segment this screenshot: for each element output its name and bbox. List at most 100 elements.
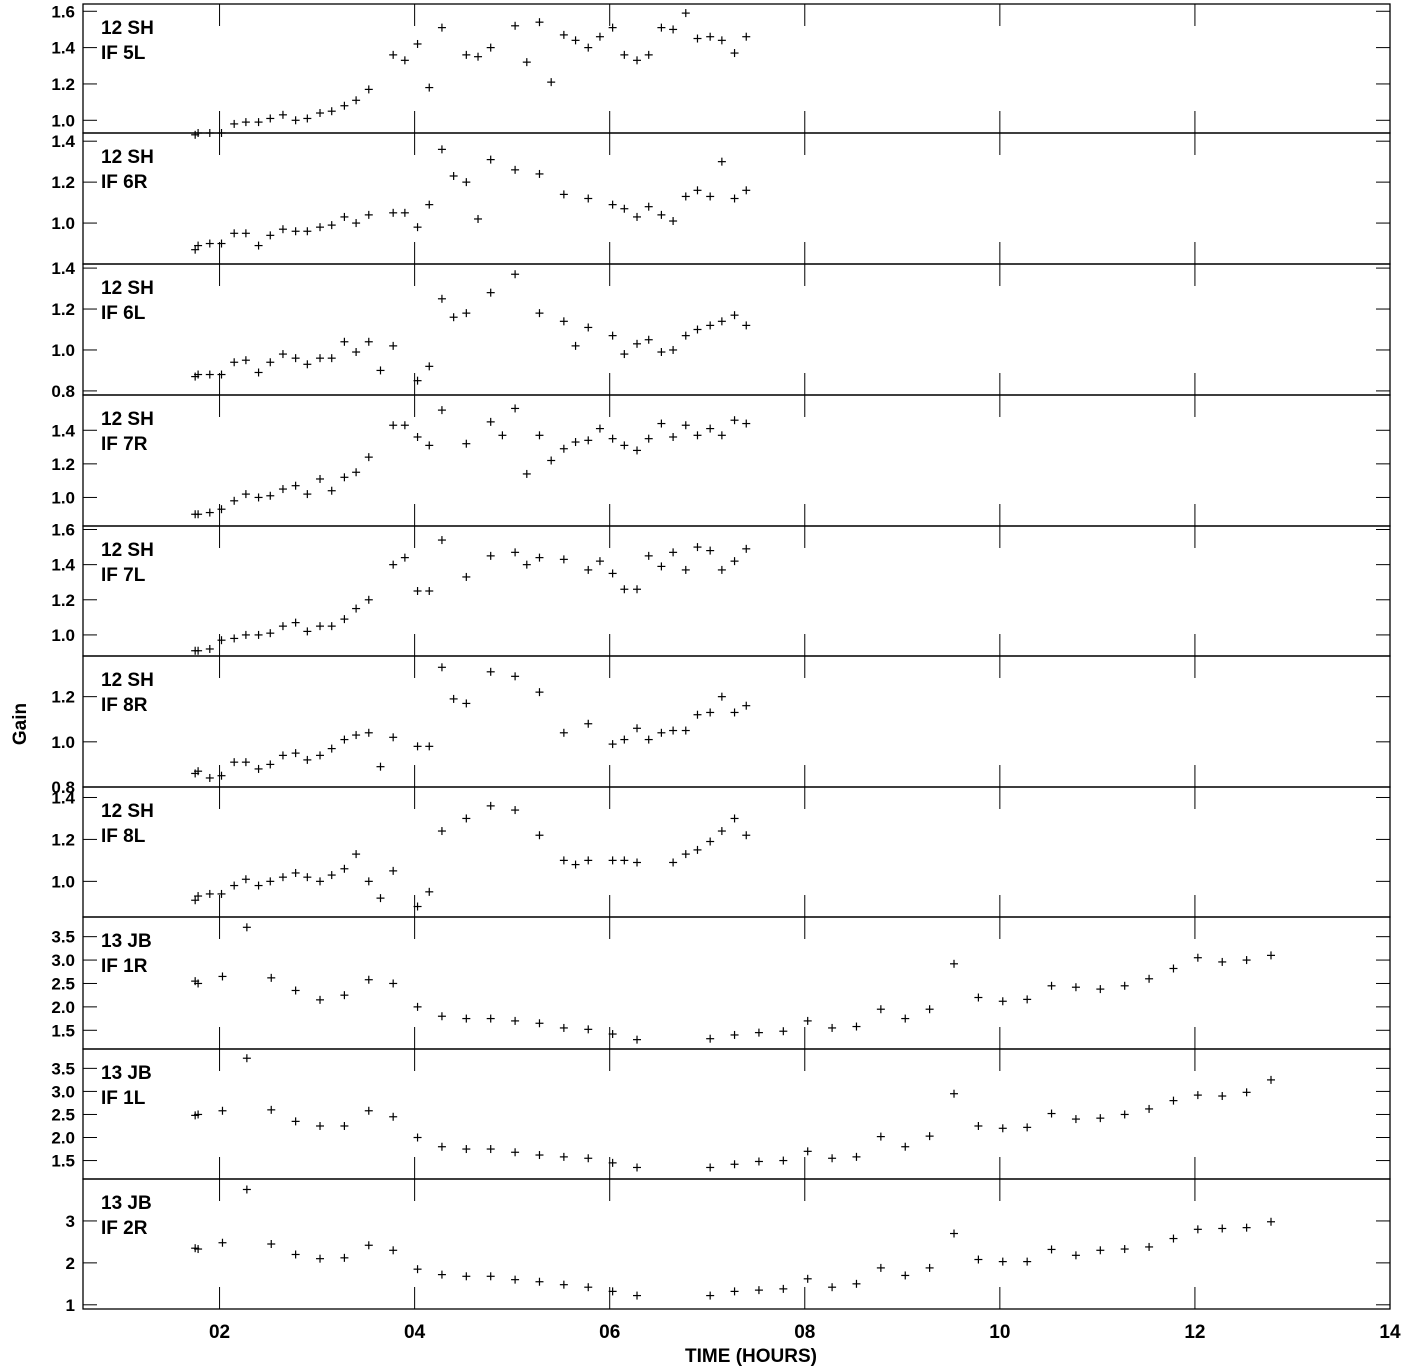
data-point [254, 881, 263, 890]
data-point [974, 1255, 983, 1264]
y-tick-label: 1.4 [51, 556, 75, 575]
data-point [681, 192, 690, 201]
data-point [486, 801, 495, 810]
data-point [1023, 995, 1032, 1004]
data-point [400, 421, 409, 430]
data-point [316, 109, 325, 118]
data-point [1071, 1115, 1080, 1124]
data-point [1169, 1234, 1178, 1243]
data-point [327, 107, 336, 116]
data-point [218, 1238, 227, 1247]
x-tick-label: 06 [599, 1322, 620, 1343]
x-axis-label: TIME (HOURS) [685, 1346, 817, 1367]
y-tick-label: 3.0 [51, 1082, 75, 1101]
data-point [413, 1002, 422, 1011]
data-point [291, 354, 300, 363]
data-point [194, 979, 203, 988]
data-point [803, 1147, 812, 1156]
data-point [571, 36, 580, 45]
data-point [241, 118, 250, 127]
data-point [522, 58, 531, 67]
data-point [693, 431, 702, 440]
data-point [828, 1023, 837, 1032]
data-point [266, 877, 275, 886]
data-point [1218, 957, 1227, 966]
data-point [205, 370, 214, 379]
data-point [620, 585, 629, 594]
data-point [595, 424, 604, 433]
data-point [352, 219, 361, 228]
data-point [1120, 981, 1129, 990]
data-point [316, 751, 325, 760]
data-point [559, 728, 568, 737]
panel-8: 1.5 2.0 2.5 3.0 3.5 13 JB IF 1R [51, 916, 1391, 1050]
data-point [706, 424, 715, 433]
data-point [437, 294, 446, 303]
data-point [1120, 1245, 1129, 1254]
data-point [584, 1154, 593, 1163]
data-point [194, 892, 203, 901]
data-point [852, 1022, 861, 1031]
data-point [717, 827, 726, 836]
data-point [340, 473, 349, 482]
data-point [717, 692, 726, 701]
data-point [522, 560, 531, 569]
data-point [511, 270, 520, 279]
data-point [706, 192, 715, 201]
data-point [191, 896, 200, 905]
data-point [340, 337, 349, 346]
panel-7: 1.0 1.2 1.4 12 SH IF 8L [51, 786, 1391, 918]
data-point [486, 551, 495, 560]
data-point [340, 864, 349, 873]
data-point [559, 317, 568, 326]
data-point [779, 1284, 788, 1293]
data-point [474, 214, 483, 223]
data-point [1267, 1217, 1276, 1226]
data-point [389, 979, 398, 988]
data-point [327, 622, 336, 631]
data-point [657, 562, 666, 571]
data-point [316, 354, 325, 363]
data-point [608, 434, 617, 443]
data-point [413, 1133, 422, 1142]
data-point [717, 431, 726, 440]
data-point [693, 325, 702, 334]
data-point [230, 358, 239, 367]
data-point [730, 708, 739, 717]
y-tick-label: 2.5 [51, 1105, 75, 1124]
panel-label-station: 12 SH [101, 278, 154, 299]
data-point [194, 767, 203, 776]
data-point [376, 366, 385, 375]
data-point [1193, 1225, 1202, 1234]
data-point [644, 434, 653, 443]
data-point [633, 446, 642, 455]
data-point [633, 1163, 642, 1172]
data-point [191, 245, 200, 254]
data-point [950, 1089, 959, 1098]
data-point [340, 1253, 349, 1262]
data-point [584, 194, 593, 203]
data-point [449, 313, 458, 322]
data-point [194, 241, 203, 250]
data-point [730, 194, 739, 203]
data-point [657, 419, 666, 428]
y-tick-label: 1.2 [51, 300, 75, 319]
data-point [194, 370, 203, 379]
data-point [241, 630, 250, 639]
y-tick-label: 1.0 [51, 111, 75, 130]
data-point [364, 877, 373, 886]
data-point [620, 856, 629, 865]
y-tick-label: 2.0 [51, 998, 75, 1017]
data-point [462, 178, 471, 187]
data-point [657, 348, 666, 357]
data-point [486, 1272, 495, 1281]
panel-label-if: IF 8L [101, 826, 146, 847]
data-point [706, 321, 715, 330]
y-tick-label: 3 [66, 1212, 75, 1231]
data-point [340, 735, 349, 744]
data-point [389, 50, 398, 59]
data-point [352, 850, 361, 859]
data-point [657, 728, 666, 737]
x-axis: 02 04 06 08 10 12 14 [209, 1322, 1401, 1343]
